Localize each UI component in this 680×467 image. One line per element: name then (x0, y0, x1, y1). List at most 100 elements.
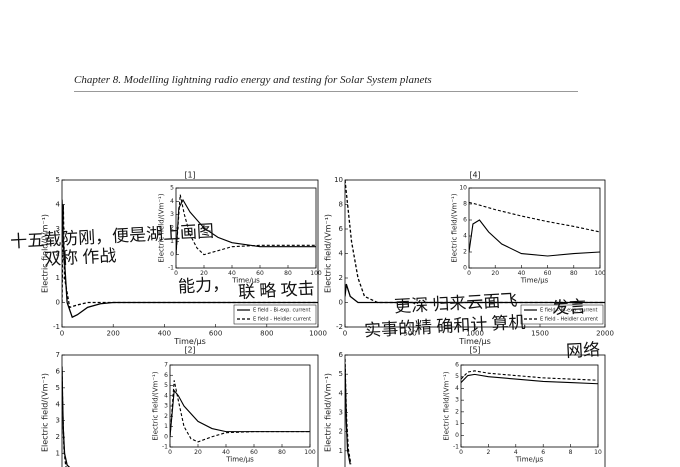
x-tick-label: 1000 (466, 329, 484, 337)
x-tick-label: 20 (491, 270, 499, 277)
y-tick-label: 3 (455, 397, 459, 404)
y-tick-label: 2 (164, 413, 168, 420)
legend-label: E field - Heidler current (540, 317, 598, 323)
x-tick-label: 4 (514, 449, 518, 456)
y-tick-label: 0 (170, 251, 174, 258)
x-axis-label: Time/μs (458, 337, 491, 346)
x-tick-label: 20 (200, 270, 208, 277)
inset-frame (468, 187, 601, 269)
y-tick-label: 4 (463, 233, 467, 240)
x-tick-label: 600 (209, 329, 222, 337)
x-tick-label: 1500 (531, 329, 549, 337)
y-tick-label: 1 (164, 423, 168, 430)
y-axis-label: Electric field/(Vm⁻¹) (41, 214, 50, 293)
y-tick-label: 5 (56, 176, 60, 184)
x-tick-label: 60 (250, 449, 258, 456)
series-line (461, 373, 598, 385)
x-tick-label: 0 (168, 449, 172, 456)
panel-title: [2] (184, 346, 195, 355)
series-line (469, 219, 600, 257)
y-tick-label: 5 (170, 185, 174, 192)
y-axis-label: Electric field/(Vm⁻¹) (443, 371, 451, 440)
handwriting: 网络 (565, 340, 601, 361)
inset-frame (460, 364, 599, 448)
x-tick-label: 80 (284, 270, 292, 277)
y-tick-label: 4 (56, 201, 61, 209)
y-tick-label: 4 (455, 385, 459, 392)
y-tick-label: 8 (463, 201, 467, 208)
handwriting: 能力， (177, 274, 230, 297)
legend-box (520, 304, 604, 325)
y-tick-label: 0 (455, 432, 459, 439)
y-tick-label: 3 (56, 417, 60, 425)
series-line (461, 370, 598, 381)
y-tick-label: -1 (53, 323, 60, 331)
y-tick-label: 5 (339, 370, 343, 378)
y-tick-label: 0 (339, 299, 343, 307)
legend-label: E field - Bi-exp. current (540, 308, 598, 314)
x-tick-label: 0 (174, 270, 178, 277)
x-tick-label: 0 (343, 329, 347, 337)
y-tick-label: 2 (339, 274, 343, 282)
y-tick-label: 3 (56, 225, 60, 233)
x-tick-label: 80 (570, 270, 578, 277)
x-tick-label: 800 (260, 329, 273, 337)
series-line (345, 358, 352, 465)
handwriting: 发言 (551, 297, 587, 318)
y-tick-label: 2 (170, 225, 174, 232)
y-tick-label: 1 (455, 420, 459, 427)
y-tick-label: 1 (56, 274, 60, 282)
x-axis-label: Time/μs (520, 277, 549, 285)
panel-title: [5] (469, 346, 480, 355)
series-line (62, 371, 68, 467)
x-axis-label: Time/μs (173, 337, 206, 346)
y-tick-label: -1 (162, 444, 168, 451)
y-tick-label: -2 (336, 323, 343, 331)
y-tick-label: 1 (339, 447, 343, 455)
y-tick-label: 4 (339, 389, 344, 397)
x-tick-label: 20 (194, 449, 202, 456)
x-axis-label: Time/μs (225, 456, 254, 464)
handwriting: 联 略 攻击 (237, 279, 316, 302)
y-tick-label: 6 (455, 362, 459, 369)
y-axis-label: Electric field/(Vm⁻¹) (324, 373, 333, 452)
x-tick-label: 6 (541, 449, 545, 456)
y-tick-label: 3 (339, 409, 343, 417)
header-rule (74, 91, 578, 92)
handwriting: 双称 作战 (43, 246, 117, 269)
y-tick-label: 3 (164, 403, 168, 410)
y-tick-label: 2 (455, 408, 459, 415)
y-tick-label: 5 (56, 384, 60, 392)
y-tick-label: 6 (339, 225, 344, 233)
y-tick-label: -1 (453, 444, 459, 451)
x-tick-label: 80 (278, 449, 286, 456)
y-tick-label: 6 (56, 367, 61, 375)
y-tick-label: 2 (56, 433, 60, 441)
y-tick-label: 4 (170, 198, 174, 205)
x-tick-label: 60 (544, 270, 552, 277)
x-tick-label: 0 (467, 270, 471, 277)
y-tick-label: 3 (170, 211, 174, 218)
x-tick-label: 500 (403, 329, 416, 337)
y-tick-label: 2 (463, 249, 467, 256)
running-header: Chapter 8. Modelling lightning radio ene… (74, 74, 432, 86)
y-tick-label: 1 (170, 238, 174, 245)
y-tick-label: 6 (164, 372, 168, 379)
y-tick-label: 4 (164, 392, 168, 399)
y-tick-label: 6 (463, 217, 467, 224)
x-tick-label: 200 (107, 329, 120, 337)
y-tick-label: 4 (56, 400, 61, 408)
series-line (345, 180, 605, 304)
y-tick-label: 10 (459, 185, 467, 192)
y-tick-label: 2 (56, 250, 60, 258)
y-tick-label: 2 (339, 428, 343, 436)
series-line (345, 364, 351, 465)
y-tick-label: 0 (463, 265, 467, 272)
x-tick-label: 2000 (596, 329, 614, 337)
series-line (176, 194, 316, 256)
x-tick-label: 100 (304, 449, 316, 456)
series-line (170, 380, 310, 443)
legend-label: E field - Heidler current (253, 317, 311, 323)
